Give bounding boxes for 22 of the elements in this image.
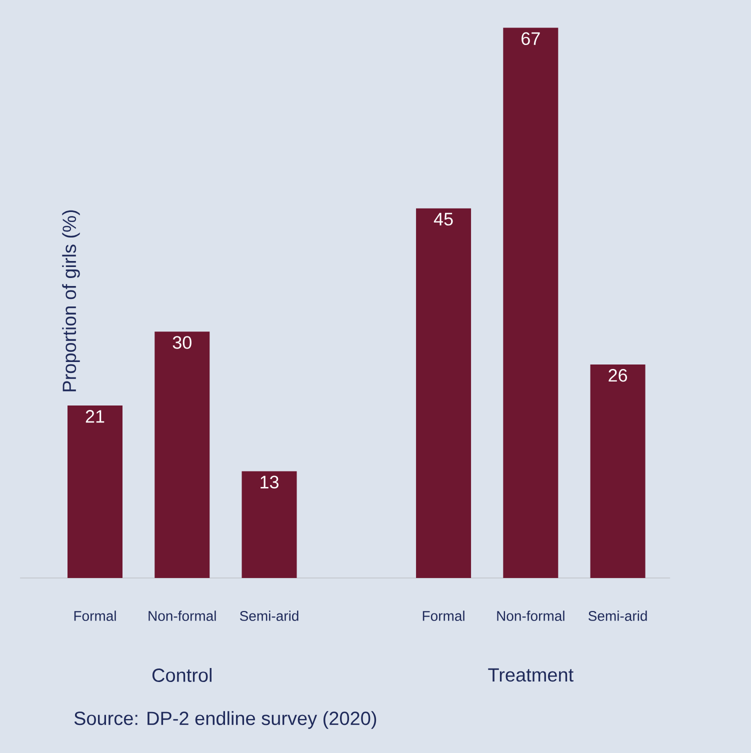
bar <box>503 28 558 578</box>
data-label: 67 <box>522 32 540 45</box>
x-tick-label: Non-formal <box>497 610 564 621</box>
data-label: 13 <box>260 476 278 488</box>
x-tick-label: Non-formal <box>148 610 216 621</box>
data-label: 30 <box>172 336 192 349</box>
text: Treatment <box>488 668 574 682</box>
source-note: Source: DP-2 endline survey (2020) <box>74 711 376 729</box>
data-label: 21 <box>86 410 104 423</box>
x-tick-label: Semi-arid <box>240 610 298 621</box>
bar <box>416 208 472 578</box>
bar <box>154 332 210 578</box>
y-axis-title: Proportion of girls (%) <box>62 210 80 392</box>
data-label: 45 <box>434 212 453 226</box>
x-tick-label: Formal <box>422 610 464 621</box>
bar <box>242 471 297 578</box>
bar <box>590 364 646 578</box>
text: Control <box>152 668 212 682</box>
x-tick-label: Semi-arid <box>588 610 647 621</box>
bar <box>68 406 122 578</box>
x-tick-label: Formal <box>74 610 116 621</box>
data-label: 26 <box>608 368 628 382</box>
